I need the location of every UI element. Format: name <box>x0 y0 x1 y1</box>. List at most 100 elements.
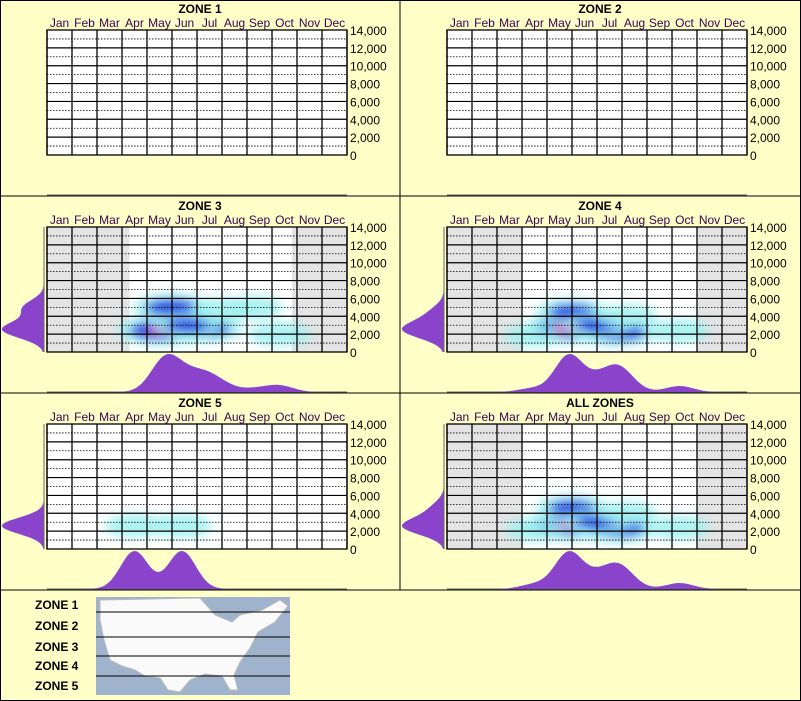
heat-spot-low <box>505 517 564 542</box>
month-label: Feb <box>74 213 95 227</box>
y-tick-label: 2,000 <box>750 525 780 539</box>
left-density <box>402 424 444 549</box>
heat-spot-mid <box>165 318 209 333</box>
month-label: May <box>148 16 171 30</box>
y-tick-label: 12,000 <box>350 436 387 450</box>
panel-title: ZONE 4 <box>578 199 622 213</box>
month-label: Jun <box>575 410 594 424</box>
y-tick-label: 0 <box>750 543 757 557</box>
y-tick-label: 8,000 <box>350 472 380 486</box>
month-label: Apr <box>125 16 144 30</box>
month-label: Jan <box>50 213 69 227</box>
y-tick-label: 8,000 <box>750 275 780 289</box>
y-tick-label: 4,000 <box>350 507 380 521</box>
panel-zone-2: ZONE 2 Jan Feb Mar Apr May Jun Jul Aug Sep Oct Nov D… <box>446 2 787 196</box>
month-label: Feb <box>74 16 95 30</box>
month-label: Mar <box>99 213 120 227</box>
plot-frame <box>46 226 348 353</box>
y-tick-label: 0 <box>750 149 757 163</box>
y-tick-label: 2,000 <box>350 525 380 539</box>
month-label: Sep <box>249 410 271 424</box>
month-label: May <box>548 16 571 30</box>
y-tick-label: 10,000 <box>350 60 387 74</box>
month-label: Apr <box>525 213 544 227</box>
month-label: Mar <box>99 410 120 424</box>
legend-zone-1: ZONE 1 <box>35 598 79 612</box>
y-tick-label: 6,000 <box>750 292 780 306</box>
y-tick-label: 14,000 <box>350 418 387 432</box>
y-tick-label: 0 <box>750 346 757 360</box>
month-label: May <box>548 410 571 424</box>
month-label: Feb <box>74 410 95 424</box>
heat-spot-low <box>504 324 560 348</box>
y-tick-label: 12,000 <box>350 42 387 56</box>
month-label: May <box>548 213 571 227</box>
month-label: Sep <box>249 16 271 30</box>
month-label: Jun <box>175 410 194 424</box>
month-label: Aug <box>224 410 245 424</box>
month-label: Apr <box>125 213 144 227</box>
plot-frame <box>46 423 348 550</box>
y-tick-label: 14,000 <box>350 221 387 235</box>
month-label: Oct <box>275 213 294 227</box>
plot-frame <box>446 29 748 156</box>
month-label: Jun <box>175 16 194 30</box>
month-label: Nov <box>299 410 320 424</box>
y-tick-label: 2,000 <box>750 131 780 145</box>
y-tick-label: 10,000 <box>350 257 387 271</box>
zone-map <box>96 597 290 695</box>
month-label: Oct <box>275 16 294 30</box>
month-label: Jul <box>602 410 617 424</box>
y-tick-label: 14,000 <box>750 24 787 38</box>
y-tick-label: 4,000 <box>750 507 780 521</box>
month-label: Mar <box>499 213 520 227</box>
panel-zone-4: ZONE 4 Jan Feb Mar Apr May Jun Jul Aug Sep Oct Nov D… <box>402 199 787 393</box>
y-tick-label: 0 <box>350 346 357 360</box>
y-tick-label: 14,000 <box>350 24 387 38</box>
left-density <box>402 227 444 352</box>
legend-zone-4: ZONE 4 <box>35 659 79 673</box>
y-tick-label: 4,000 <box>750 113 780 127</box>
month-label: Apr <box>125 410 144 424</box>
month-label: Jun <box>575 213 594 227</box>
month-label: Jul <box>202 16 217 30</box>
month-label: Sep <box>249 213 271 227</box>
month-label: Feb <box>474 16 495 30</box>
y-tick-label: 6,000 <box>750 489 780 503</box>
panel-title: ZONE 3 <box>178 199 222 213</box>
month-label: Oct <box>275 410 294 424</box>
panel-title: ZONE 1 <box>178 2 222 16</box>
plot-frame <box>446 423 748 550</box>
month-label: Dec <box>724 410 745 424</box>
month-label: Oct <box>675 213 694 227</box>
month-label: Jul <box>202 410 217 424</box>
month-label: Nov <box>699 213 720 227</box>
y-tick-label: 8,000 <box>750 472 780 486</box>
month-label: Jan <box>50 410 69 424</box>
month-label: Apr <box>525 16 544 30</box>
month-label: Jul <box>202 213 217 227</box>
month-label: Dec <box>324 16 345 30</box>
panel-all-zones: ALL ZONES Jan Feb Mar Apr May Jun Jul Aug Sep Oct N… <box>402 396 787 590</box>
y-tick-label: 8,000 <box>350 78 380 92</box>
month-label: Oct <box>675 410 694 424</box>
month-label: Nov <box>699 16 720 30</box>
month-label: Sep <box>649 213 671 227</box>
month-label: Jan <box>450 410 469 424</box>
panel-title: ZONE 2 <box>578 2 622 16</box>
month-label: Sep <box>649 410 671 424</box>
month-label: May <box>148 213 171 227</box>
month-label: Nov <box>699 410 720 424</box>
y-tick-label: 12,000 <box>750 239 787 253</box>
month-label: Mar <box>99 16 120 30</box>
y-tick-label: 10,000 <box>750 60 787 74</box>
y-tick-label: 6,000 <box>750 95 780 109</box>
y-tick-label: 4,000 <box>750 310 780 324</box>
month-label: Jun <box>575 16 594 30</box>
month-label: Dec <box>324 410 345 424</box>
month-label: Aug <box>224 16 245 30</box>
heat-spot-low <box>649 318 710 343</box>
month-label: Aug <box>224 213 245 227</box>
month-label: Dec <box>724 213 745 227</box>
y-tick-label: 2,000 <box>350 131 380 145</box>
